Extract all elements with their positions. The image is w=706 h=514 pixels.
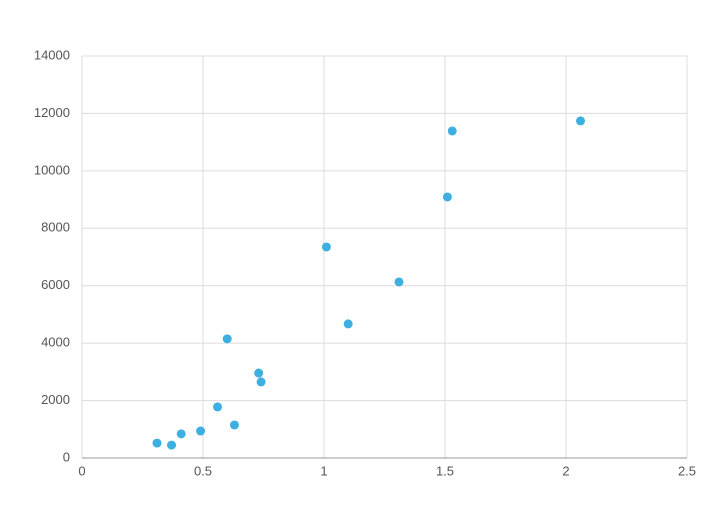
- y-tick-label: 6000: [41, 277, 70, 292]
- y-tick-label: 2000: [41, 392, 70, 407]
- point: [321, 242, 331, 252]
- point: [229, 420, 239, 430]
- y-tick-label: 4000: [41, 335, 70, 350]
- x-tick-label: 0: [78, 463, 85, 478]
- point: [176, 429, 186, 439]
- point: [213, 402, 223, 412]
- y-tick-label: 12000: [34, 105, 70, 120]
- point: [576, 116, 586, 126]
- x-tick-label: 1: [320, 463, 327, 478]
- point: [442, 192, 452, 202]
- point: [256, 377, 266, 387]
- point: [152, 438, 162, 448]
- x-tick-label: 2.5: [678, 463, 696, 478]
- x-tick-label: 2: [562, 463, 569, 478]
- y-tick-label: 14000: [34, 47, 70, 62]
- y-tick-label: 0: [63, 449, 70, 464]
- point: [394, 277, 404, 287]
- point: [447, 126, 457, 136]
- y-tick-label: 10000: [34, 162, 70, 177]
- x-tick-label: 1.5: [436, 463, 454, 478]
- x-tick-label: 0.5: [194, 463, 212, 478]
- y-tick-label: 8000: [41, 220, 70, 235]
- point: [254, 368, 264, 378]
- point: [222, 334, 232, 344]
- point: [343, 319, 353, 329]
- point: [167, 440, 177, 450]
- point: [196, 426, 206, 436]
